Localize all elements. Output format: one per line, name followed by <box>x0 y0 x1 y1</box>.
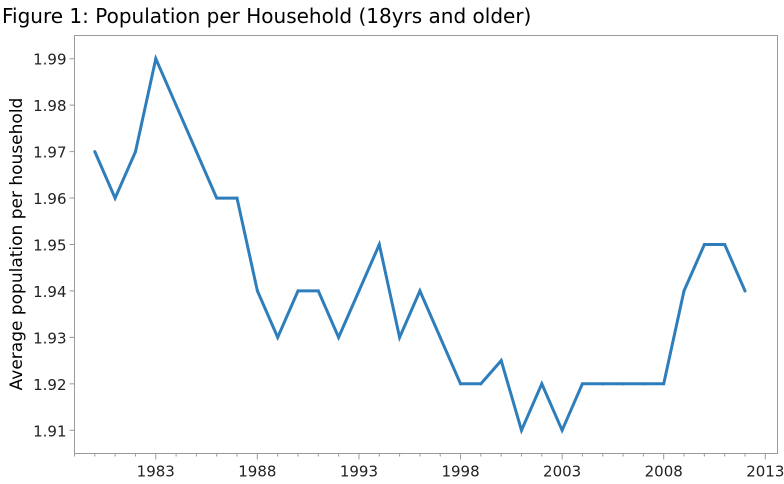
data-point <box>296 289 300 293</box>
plot-area-frame <box>74 35 778 454</box>
y-tick-label: 1.97 <box>33 144 66 162</box>
data-point <box>235 196 239 200</box>
data-point <box>215 196 219 200</box>
y-tick-label: 1.96 <box>33 190 66 208</box>
x-tick-label: 1988 <box>238 463 276 481</box>
data-point <box>682 289 686 293</box>
x-tick-label: 2013 <box>746 463 784 481</box>
data-point <box>580 382 584 386</box>
data-point <box>723 243 727 246</box>
data-point <box>499 359 503 363</box>
data-point <box>133 150 137 154</box>
y-axis-label: Average population per household <box>7 98 27 391</box>
y-tick-label: 1.98 <box>33 97 66 115</box>
y-tick-label: 1.93 <box>33 329 66 347</box>
data-point <box>438 335 442 339</box>
data-point <box>743 289 747 293</box>
data-point <box>398 335 402 339</box>
y-tick-label: 1.92 <box>33 376 66 394</box>
data-point <box>641 382 645 386</box>
data-point <box>519 428 523 432</box>
data-point <box>276 335 280 339</box>
data-point <box>174 103 178 107</box>
data-point <box>337 335 341 339</box>
data-point <box>377 243 381 246</box>
y-tick-label: 1.91 <box>33 422 66 440</box>
series-layer <box>93 53 747 435</box>
data-point <box>479 382 483 386</box>
chart-title: Figure 1: Population per Household (18yr… <box>2 4 532 28</box>
data-point <box>418 289 422 293</box>
x-tick-label: 2008 <box>645 463 683 481</box>
data-point <box>316 289 320 293</box>
series-line <box>93 53 747 435</box>
data-point <box>113 196 117 200</box>
data-point <box>621 382 625 386</box>
y-tick-label: 1.95 <box>33 237 66 255</box>
data-point <box>357 289 361 293</box>
data-point <box>560 428 564 432</box>
data-point <box>601 382 605 386</box>
y-axis-ticks: 1.91 1.92 1.93 1.94 1.95 1.96 1.97 1.98 1.99 <box>33 51 75 440</box>
x-axis-ticks: 1983 1988 1993 1998 2003 2008 2013 <box>74 453 784 481</box>
data-point <box>459 382 463 386</box>
data-point <box>662 382 666 386</box>
x-tick-label: 1993 <box>340 463 378 481</box>
y-tick-label: 1.94 <box>33 283 66 301</box>
data-point <box>194 150 198 154</box>
x-tick-label: 2003 <box>543 463 581 481</box>
data-point <box>255 289 259 293</box>
x-tick-label: 1983 <box>137 463 175 481</box>
data-point <box>702 243 706 246</box>
x-tick-label: 1998 <box>441 463 479 481</box>
data-point <box>540 382 544 386</box>
data-point <box>93 150 97 154</box>
data-point <box>154 57 158 61</box>
y-tick-label: 1.99 <box>33 51 66 69</box>
